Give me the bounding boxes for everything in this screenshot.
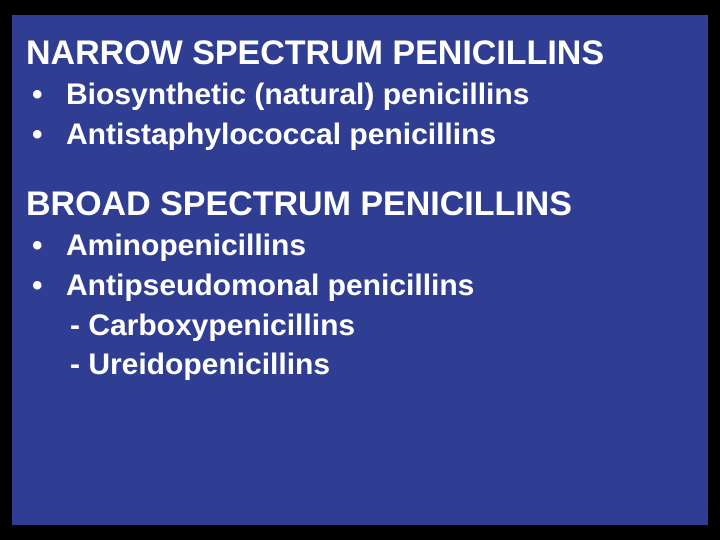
list-subitem: - Ureidopenicillins [26, 345, 694, 385]
bullet-text: Antipseudomonal penicillins [66, 269, 474, 302]
bullet-text: Aminopenicillins [66, 229, 306, 262]
bullet-text: Biosynthetic (natural) penicillins [66, 78, 529, 111]
list-item: Antipseudomonal penicillins [26, 266, 694, 306]
slide: NARROW SPECTRUM PENICILLINS Biosynthetic… [12, 15, 708, 525]
subitem-text: - Ureidopenicillins [70, 348, 330, 381]
list-subitem: - Carboxypenicillins [26, 306, 694, 346]
section1-heading: NARROW SPECTRUM PENICILLINS [26, 33, 694, 73]
section2-bullets: Aminopenicillins Antipseudomonal penicil… [26, 226, 694, 384]
bullet-text: Antistaphylococcal penicillins [66, 118, 496, 151]
list-item: Aminopenicillins [26, 226, 694, 266]
section1-bullets: Biosynthetic (natural) penicillins Antis… [26, 75, 694, 154]
list-item: Biosynthetic (natural) penicillins [26, 75, 694, 115]
subitem-text: - Carboxypenicillins [70, 309, 355, 342]
section2-heading: BROAD SPECTRUM PENICILLINS [26, 184, 694, 224]
list-item: Antistaphylococcal penicillins [26, 115, 694, 155]
